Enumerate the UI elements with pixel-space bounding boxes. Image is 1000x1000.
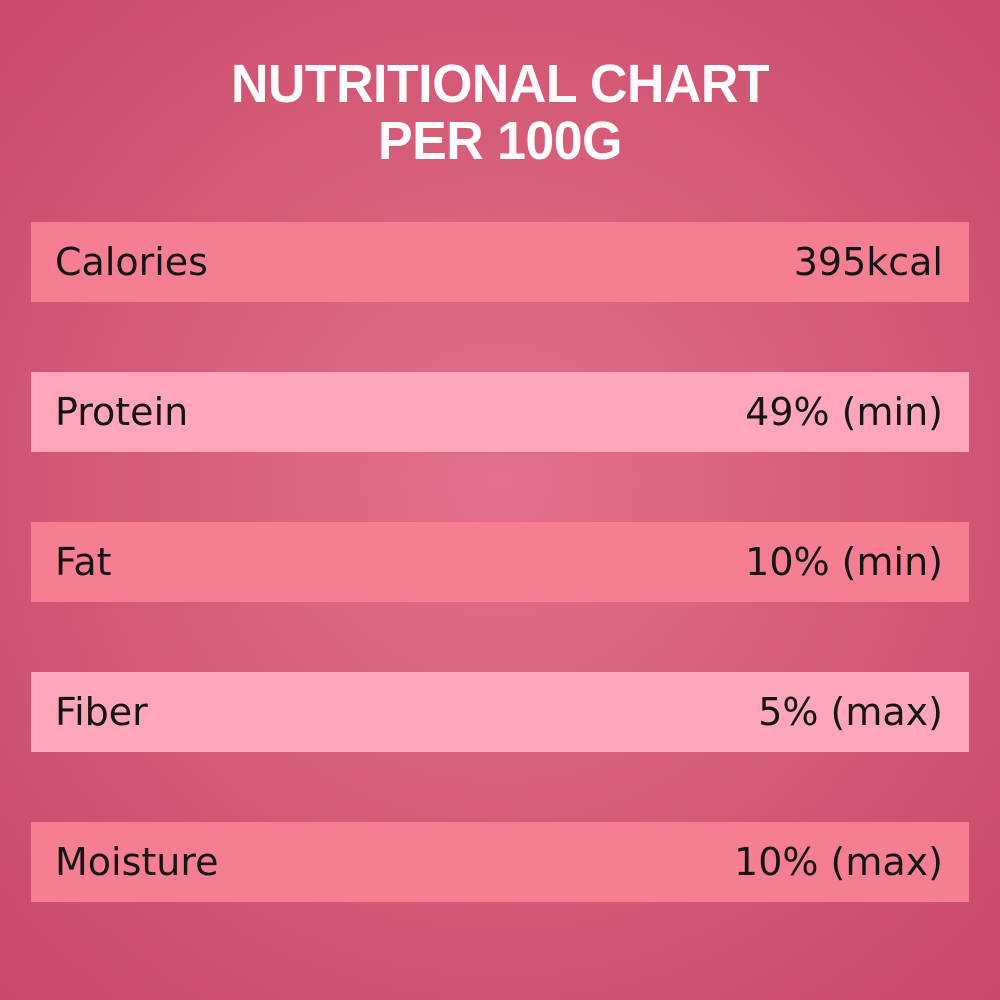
title-line-2: PER 100G	[378, 111, 622, 171]
page-title: NUTRITIONAL CHART PER 100G	[20, 56, 980, 170]
row-value: 10% (max)	[734, 840, 943, 884]
table-row-fat: Fat 10% (min)	[31, 522, 969, 602]
row-label: Moisture	[55, 840, 219, 884]
row-label: Fat	[55, 540, 112, 584]
title-line-1: NUTRITIONAL CHART	[230, 54, 770, 114]
table-row-moisture: Moisture 10% (max)	[31, 822, 969, 902]
row-value: 395kcal	[793, 240, 943, 284]
row-label: Calories	[55, 240, 208, 284]
table-row-fiber: Fiber 5% (max)	[31, 672, 969, 752]
nutrition-table: Calories 395kcal Protein 49% (min) Fat 1…	[31, 222, 969, 902]
table-row-protein: Protein 49% (min)	[31, 372, 969, 452]
row-value: 10% (min)	[745, 540, 943, 584]
row-label: Protein	[55, 390, 189, 434]
row-label: Fiber	[55, 690, 148, 734]
row-value: 5% (max)	[758, 690, 943, 734]
row-value: 49% (min)	[745, 390, 943, 434]
table-row-calories: Calories 395kcal	[31, 222, 969, 302]
